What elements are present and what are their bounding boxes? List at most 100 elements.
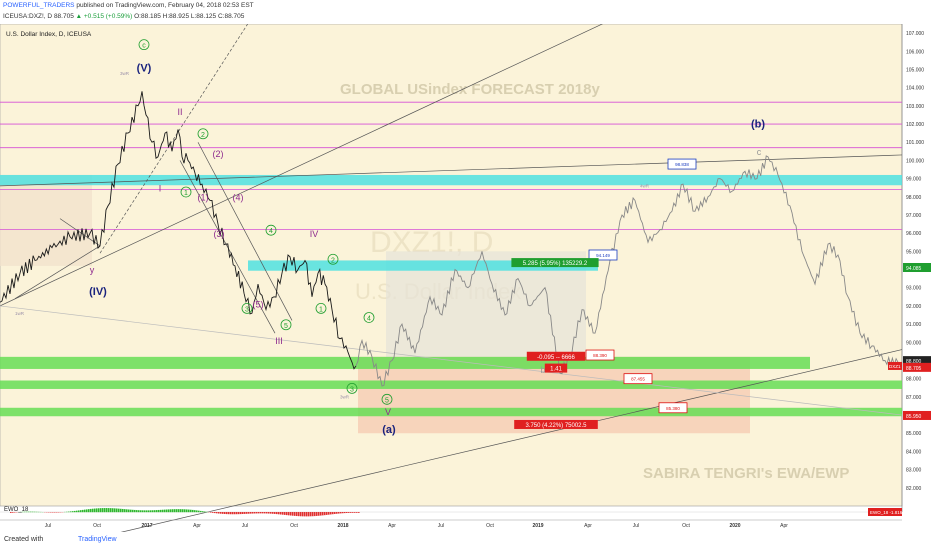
x-tick-label: Oct <box>486 523 494 529</box>
ewo-bar <box>28 511 30 513</box>
ewo-bar <box>170 509 172 513</box>
ewo-bar <box>102 508 104 513</box>
ewo-bar <box>196 510 198 513</box>
wave-label: 4 <box>269 228 273 235</box>
price-label-box <box>903 356 931 366</box>
wave-label: 1 <box>184 190 188 197</box>
ewo-bar <box>290 512 292 516</box>
ewo-bar <box>262 512 264 514</box>
indicator-value: EWO_18 -1.8160 <box>870 510 905 515</box>
measure-text: 3.750 (4.22%) 75002.5 <box>525 423 587 429</box>
price-label-box <box>903 410 931 420</box>
ewo-bar <box>68 511 70 513</box>
ewo-bar <box>280 512 282 515</box>
impulse-channel-line <box>179 160 276 334</box>
measure-box <box>526 351 586 361</box>
wave-circle-marker <box>280 319 292 331</box>
ewo-bar <box>352 512 354 513</box>
ewo-bar <box>238 512 240 515</box>
tradingview-logo-text[interactable]: TradingView <box>78 536 117 543</box>
ewo-bar <box>212 512 214 513</box>
wave-circle-marker <box>180 186 192 198</box>
ewo-bar <box>210 512 212 513</box>
x-tick-label: 2019 <box>532 523 543 529</box>
ewo-bar <box>130 509 132 513</box>
ewo-bar <box>236 512 238 515</box>
ewo-bar <box>256 512 258 514</box>
ewo-bar <box>140 510 142 513</box>
y-tick-label: 98.000 <box>906 195 922 201</box>
price-note-text: 88.390 <box>593 353 607 358</box>
ewo-bar <box>216 512 218 514</box>
ewo-bar <box>314 512 316 517</box>
ewo-bar <box>72 511 74 513</box>
price-chart[interactable]: GLOBAL USindex FORECAST 2018y SABIRA TENG… <box>0 24 932 532</box>
ewo-bar <box>198 510 200 513</box>
ewo-bar <box>176 509 178 513</box>
y-tick-label: 95.000 <box>906 249 922 255</box>
x-tick-label: Apr <box>193 523 201 529</box>
ewo-bar <box>132 509 134 513</box>
ewo-bar <box>134 509 136 513</box>
ewo-bar <box>32 511 34 513</box>
y-tick-label: 84.000 <box>906 449 922 455</box>
ewo-bar <box>98 508 100 513</box>
y-tick-label: 106.000 <box>906 49 924 55</box>
wave-circle-marker <box>265 224 277 236</box>
ewo-bar <box>166 509 168 513</box>
ewo-bar <box>318 512 320 516</box>
wave-label: 3 <box>245 306 249 313</box>
ewo-bar <box>202 511 204 513</box>
chart-title: U.S. Dollar Index, D, ICEUSA <box>6 31 92 38</box>
ewo-bar <box>276 512 278 515</box>
y-tick-label: 103.000 <box>906 104 924 110</box>
ewo-bar <box>104 508 106 513</box>
y-tick-label: 92.000 <box>906 304 922 310</box>
ewo-bar <box>88 509 90 513</box>
resistance-band <box>0 174 902 186</box>
ewo-bar <box>112 508 114 513</box>
wave-circle-marker <box>363 312 375 323</box>
dashed-channel-line <box>99 24 249 254</box>
ewo-bar <box>158 509 160 513</box>
wave-label: c <box>757 147 762 157</box>
ewo-bar <box>272 512 274 514</box>
ewo-bar <box>70 511 72 513</box>
x-tick-label: Jul <box>438 523 444 529</box>
ewo-bar <box>184 509 186 513</box>
y-tick-label: 88.000 <box>906 377 922 383</box>
ewo-bar <box>174 509 176 513</box>
wave-label: IV <box>310 229 319 239</box>
y-tick-label: 97.000 <box>906 213 922 219</box>
watermark-author: SABIRA TENGRI's EWA/EWP <box>643 465 849 482</box>
ewo-bar <box>162 509 164 513</box>
x-tick-label: Apr <box>780 523 788 529</box>
ewo-bar <box>128 509 130 513</box>
ewo-bar <box>172 509 174 513</box>
ewo-bar <box>164 509 166 513</box>
author-link[interactable]: POWERFUL_TRADERS <box>3 2 75 9</box>
ewo-bar <box>76 510 78 513</box>
ewo-bar <box>12 512 14 513</box>
descending-line <box>0 305 903 416</box>
price-change: ▲ +0.515 (+0.59%) <box>75 13 133 20</box>
price-label: 85.950 <box>906 414 922 420</box>
ewo-bar <box>118 508 120 513</box>
ewo-bar <box>358 512 360 513</box>
ewo-bar <box>86 509 88 513</box>
price-label-box <box>903 362 931 372</box>
x-tick-label: 2018 <box>337 523 348 529</box>
ewo-bar <box>228 512 230 515</box>
ewo-bar <box>230 512 232 515</box>
wave-circle-marker <box>381 393 393 405</box>
wave-circle-marker <box>346 383 358 394</box>
wave-label: (4) <box>233 192 244 202</box>
ewo-bar <box>298 512 300 517</box>
ascending-trendline <box>0 154 903 187</box>
ewo-bar <box>282 512 284 515</box>
wave-label: (V) <box>137 62 152 74</box>
wave-label: b <box>540 365 545 375</box>
ewo-bar <box>188 509 190 513</box>
ewo-bar <box>114 508 116 513</box>
ewo-bar <box>278 512 280 515</box>
